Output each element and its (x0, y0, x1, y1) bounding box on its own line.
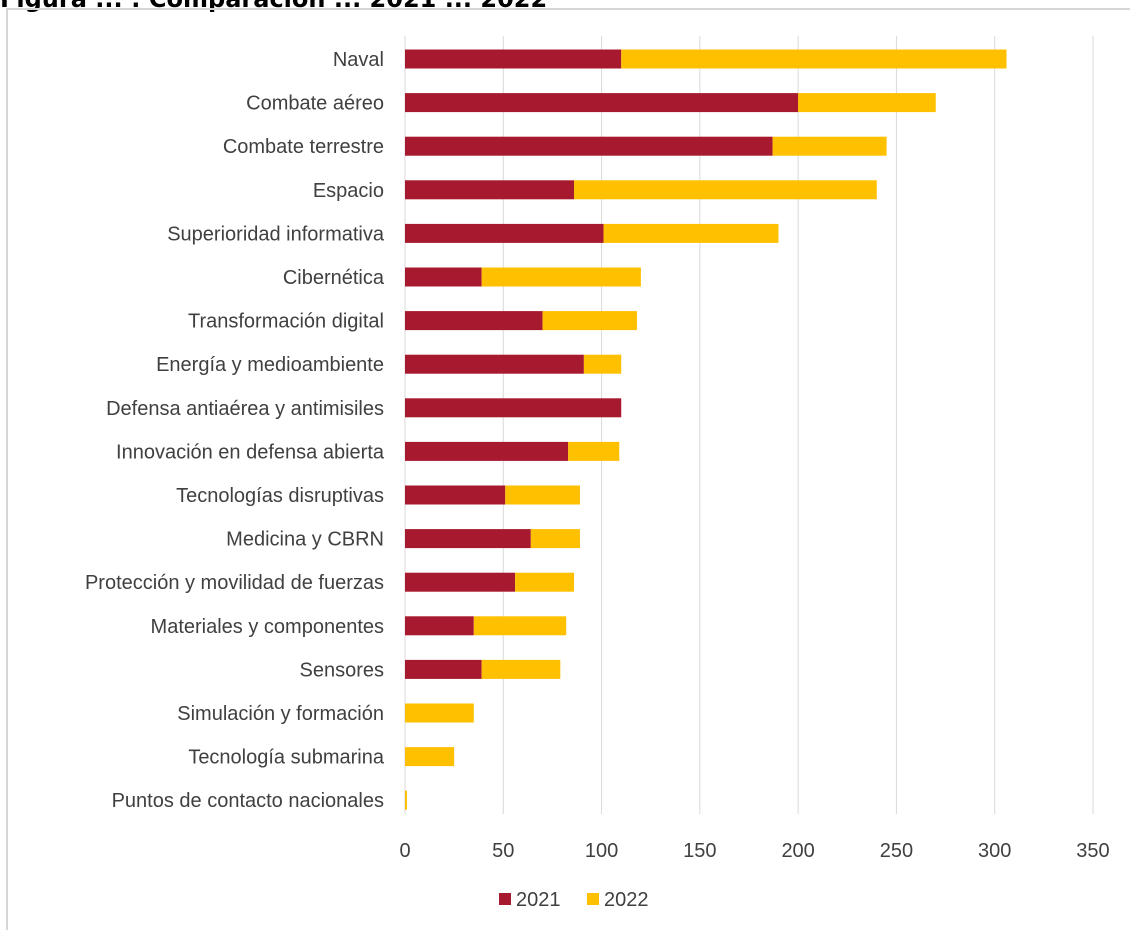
category-label: Combate aéreo (246, 93, 384, 115)
bar-2021-2 (405, 136, 773, 156)
bar-2021-4 (405, 223, 604, 243)
bar-2021-5 (405, 267, 482, 287)
category-labels: Naval Combate aéreo Combate terrestre Espac… (85, 49, 385, 812)
category-label: Transformación digital (188, 311, 384, 333)
x-tick-label: 300 (978, 840, 1011, 862)
category-label: Medicina y CBRN (226, 529, 384, 551)
bar-2021-13 (405, 616, 474, 636)
category-label: Innovación en defensa abierta (116, 441, 385, 463)
bar-2021-3 (405, 180, 575, 200)
legend-label-2022: 2022 (604, 889, 649, 911)
bar-2022-12 (515, 572, 575, 592)
bar-2021-8 (405, 398, 622, 418)
category-label: Cibernética (283, 267, 385, 289)
bar-2021-10 (405, 485, 506, 505)
x-tick-label: 350 (1076, 840, 1109, 862)
bar-2022-10 (505, 485, 580, 505)
bar-2022-17 (405, 790, 407, 810)
bars (405, 49, 1007, 810)
x-tick-label: 250 (880, 840, 913, 862)
x-tick-label: 50 (492, 840, 514, 862)
bar-2022-14 (481, 659, 561, 679)
bar-2022-6 (542, 311, 637, 331)
x-tick-label: 150 (683, 840, 716, 862)
bar-2022-4 (603, 223, 779, 243)
category-label: Superioridad informativa (167, 223, 385, 245)
gridlines (404, 36, 1094, 814)
x-axis-ticks: 0 50 100 150 200 250 300 350 (399, 840, 1109, 862)
chart-frame (6, 8, 1130, 930)
category-label: Sensores (300, 659, 385, 681)
bar-2022-11 (530, 529, 580, 549)
bar-2022-1 (798, 93, 936, 113)
category-label: Naval (333, 49, 384, 71)
bar-2021-6 (405, 311, 543, 331)
category-label: Simulación y formación (177, 703, 384, 725)
bar-2021-1 (405, 93, 799, 113)
category-label: Tecnología submarina (188, 747, 385, 769)
bar-2021-11 (405, 529, 531, 549)
legend-swatch-2021 (499, 893, 511, 905)
bar-2022-2 (772, 136, 887, 156)
bar-2022-15 (405, 703, 474, 723)
x-tick-label: 200 (781, 840, 814, 862)
legend: 2021 2022 (499, 889, 649, 911)
legend-label-2021: 2021 (516, 889, 561, 911)
bar-2021-7 (405, 354, 584, 374)
bar-2022-9 (568, 441, 620, 461)
bar-2021-12 (405, 572, 516, 592)
category-label: Combate terrestre (223, 136, 384, 158)
category-label: Tecnologías disruptivas (176, 485, 384, 507)
category-label: Protección y movilidad de fuerzas (85, 572, 384, 594)
bar-2021-9 (405, 441, 569, 461)
bar-2022-16 (405, 747, 455, 767)
bar-2022-13 (473, 616, 567, 636)
bar-2022-3 (574, 180, 877, 200)
x-tick-label: 0 (399, 840, 410, 862)
category-label: Puntos de contacto nacionales (112, 790, 384, 812)
bar-2022-0 (621, 49, 1007, 69)
legend-swatch-2022 (587, 893, 599, 905)
bar-2022-5 (481, 267, 641, 287)
category-label: Materiales y componentes (151, 616, 384, 638)
category-label: Espacio (313, 180, 384, 202)
x-tick-label: 100 (585, 840, 618, 862)
bar-2021-14 (405, 659, 482, 679)
category-label: Energía y medioambiente (156, 354, 384, 376)
category-label: Defensa antiaérea y antimisiles (106, 398, 384, 420)
bar-2022-7 (583, 354, 622, 374)
bar-2021-0 (405, 49, 622, 69)
